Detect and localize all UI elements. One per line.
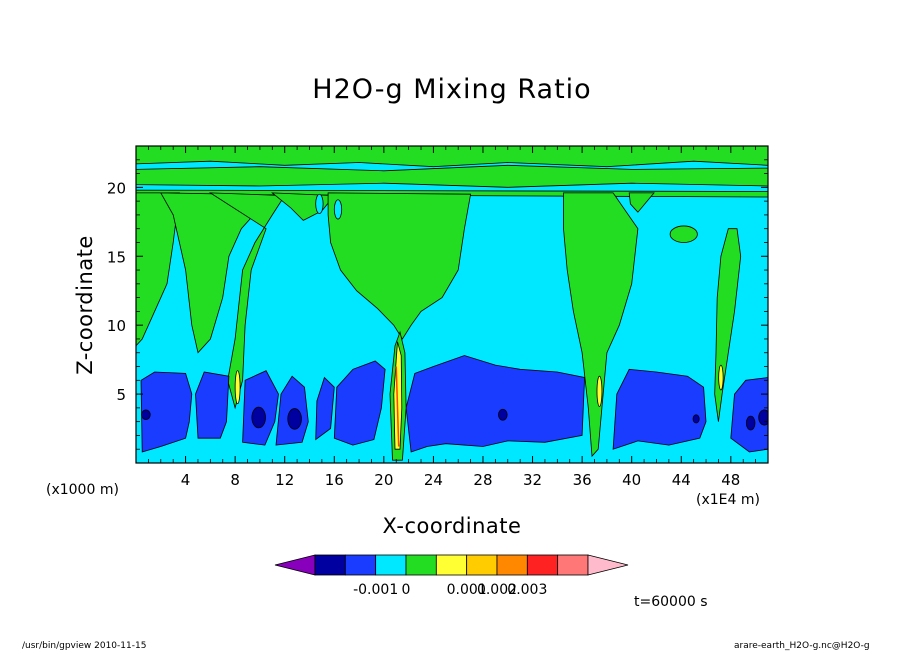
x-scale-note: (x1E4 m)	[696, 492, 760, 508]
y-tick-label: 15	[107, 248, 126, 266]
boundary-cell-central	[405, 355, 586, 453]
colorbar-tick-label: 0.002	[477, 582, 517, 598]
boundary-cell-6	[333, 360, 386, 446]
boundary-cell-2	[195, 371, 230, 439]
time-label: t=60000 s	[634, 594, 708, 610]
y-tick-label: 5	[116, 386, 126, 404]
colorbar-over-triangle	[587, 554, 629, 576]
plot-frame	[135, 145, 769, 464]
central-anvil	[327, 192, 472, 340]
colorbar-box	[557, 554, 589, 576]
colorbar-tick-label: -0.001	[353, 582, 398, 598]
gap-hole-1	[315, 193, 324, 214]
y-tick-label: 10	[107, 317, 126, 335]
gap-hole-2	[333, 199, 343, 220]
x-unit-label: (x1000 m)	[46, 482, 119, 498]
x-tick-label: 40	[622, 471, 641, 489]
upper-green-strip	[136, 164, 768, 188]
x-tick-label: 20	[374, 471, 393, 489]
x-tick-label: 8	[230, 471, 240, 489]
boundary-cell-7	[612, 368, 707, 450]
footer-left: /usr/bin/gpview 2010-11-15	[22, 641, 147, 651]
minimum-1	[141, 409, 151, 420]
core-c	[718, 364, 724, 391]
x-tick-label: 32	[523, 471, 542, 489]
x-tick-label: 4	[181, 471, 191, 489]
colorbar-box	[344, 554, 377, 576]
minimum-6	[745, 415, 756, 431]
colorbar-tick-label: 0.001	[447, 582, 487, 598]
x-tick-label: 16	[325, 471, 344, 489]
minimum-5	[692, 414, 700, 424]
x-tick-label: 44	[672, 471, 691, 489]
minimum-3	[287, 408, 302, 430]
colorbar-tick-label: 0	[402, 582, 411, 598]
colorbar-box	[466, 554, 498, 576]
contour-field	[136, 146, 768, 463]
core-a	[234, 370, 241, 405]
colorbar-under-triangle	[274, 554, 316, 576]
boundary-cell-1	[140, 371, 193, 453]
x-axis-label: X-coordinate	[382, 514, 522, 538]
colorbar-box	[405, 554, 437, 576]
colorbar-box	[375, 554, 407, 576]
colorbar-tick-label: 0.003	[507, 582, 547, 598]
colorbar-box	[526, 554, 559, 576]
central-core-hot	[395, 366, 400, 447]
column-e-top	[628, 192, 655, 213]
cloud-puff	[669, 225, 698, 243]
contour-layers	[136, 146, 768, 463]
colorbar-box	[435, 554, 468, 576]
upper-green-layer	[136, 146, 768, 168]
boundary-cell-5	[315, 376, 335, 441]
minimum-4	[498, 408, 508, 421]
footer-right: arare-earth_H2O-g.nc@H2O-g	[734, 641, 870, 651]
x-tick-label: 12	[275, 471, 294, 489]
chart-title: H2O-g Mixing Ratio	[312, 74, 592, 105]
boundary-cell-8	[730, 377, 768, 453]
minimum-2	[251, 406, 266, 429]
x-tick-label: 28	[473, 471, 492, 489]
core-b	[596, 375, 603, 407]
colorbar-box	[314, 554, 346, 576]
colorbar-box	[496, 554, 528, 576]
column-d	[563, 192, 639, 458]
x-tick-label: 48	[721, 471, 740, 489]
y-tick-label: 20	[107, 179, 126, 197]
x-tick-label: 36	[573, 471, 592, 489]
x-tick-label: 24	[424, 471, 443, 489]
